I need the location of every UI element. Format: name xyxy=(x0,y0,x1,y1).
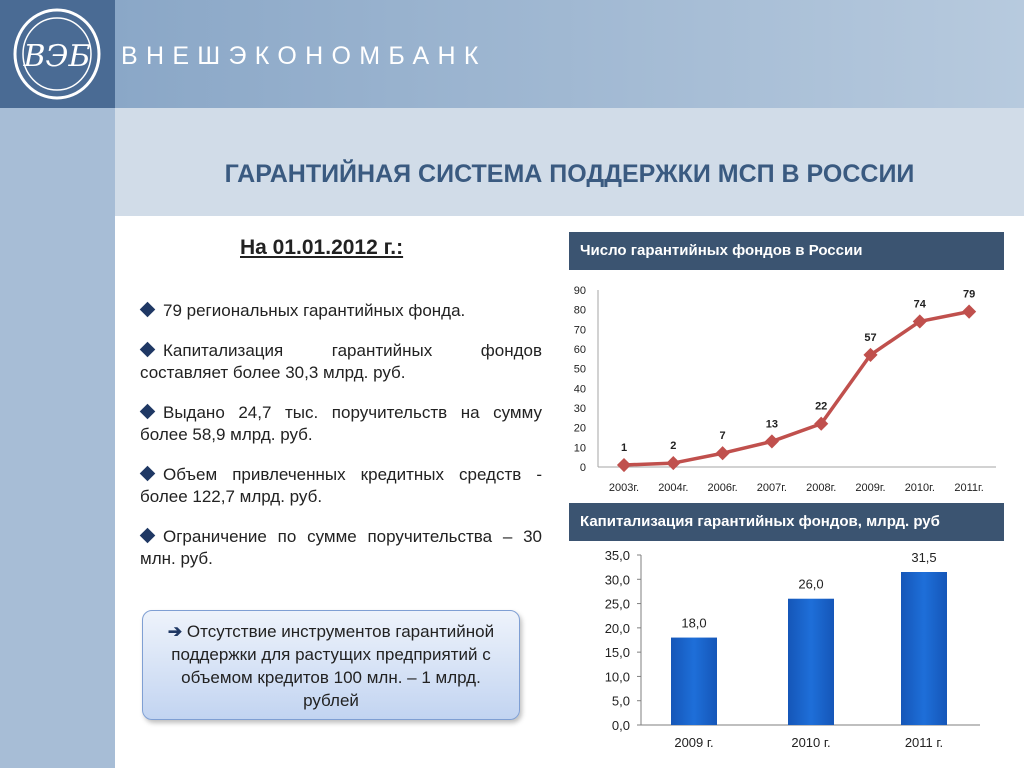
callout-text: Отсутствие инструментов гарантийной подд… xyxy=(171,622,495,710)
data-point xyxy=(814,416,829,431)
key-facts-list: 79 региональных гарантийных фонда. Капит… xyxy=(139,300,542,588)
bullet-text: Капитализация гарантийных фондов составл… xyxy=(140,341,542,382)
data-point xyxy=(616,457,632,473)
bullet-text: 79 региональных гарантийных фонда. xyxy=(163,301,466,320)
data-label: 13 xyxy=(766,418,778,430)
x-tick-label: 2003г. xyxy=(609,482,639,494)
conclusion-callout: ➔ Отсутствие инструментов гарантийной по… xyxy=(142,610,520,720)
arrow-right-icon: ➔ xyxy=(167,622,183,641)
date-heading: На 01.01.2012 г.: xyxy=(240,236,404,259)
y-tick-label: 30,0 xyxy=(605,572,630,587)
list-item: Выдано 24,7 тыс. поручительств на сумму … xyxy=(139,402,542,446)
bank-name: ВНЕШЭКОНОМБАНК xyxy=(121,42,487,70)
data-label: 74 xyxy=(914,298,927,310)
bar xyxy=(671,637,717,725)
header-band xyxy=(115,0,1024,108)
left-decor-strip xyxy=(0,108,115,768)
bar xyxy=(901,572,947,725)
logo-lettering: ВЭБ xyxy=(22,39,90,74)
y-tick-label: 10,0 xyxy=(605,669,630,684)
list-item: Ограничение по сумме поручительства – 30… xyxy=(139,526,542,570)
funds-chart-title: Число гарантийных фондов в России xyxy=(569,232,1004,270)
data-point xyxy=(863,347,878,362)
x-tick-label: 2011г. xyxy=(954,482,983,494)
list-item: Объем привлеченных кредитных средств - б… xyxy=(139,464,542,508)
bar xyxy=(788,598,834,725)
data-point xyxy=(912,314,927,329)
data-point xyxy=(666,455,681,471)
y-tick-label: 90 xyxy=(574,285,586,297)
y-tick-label: 35,0 xyxy=(605,548,630,563)
x-tick-label: 2006г. xyxy=(707,482,737,494)
data-label: 57 xyxy=(864,332,876,344)
data-point xyxy=(962,304,977,319)
y-tick-label: 20 xyxy=(574,423,586,435)
data-label: 18,0 xyxy=(681,616,706,631)
bank-logo: ВЭБ xyxy=(0,0,115,108)
slide-title: ГАРАНТИЙНАЯ СИСТЕМА ПОДДЕРЖКИ МСП В РОСС… xyxy=(224,160,915,188)
x-tick-label: 2010г. xyxy=(905,482,935,494)
bullet-text: Объем привлеченных кредитных средств - б… xyxy=(140,465,542,506)
y-tick-label: 5,0 xyxy=(612,694,630,709)
y-tick-label: 25,0 xyxy=(605,597,630,612)
data-label: 26,0 xyxy=(798,577,823,592)
y-tick-label: 15,0 xyxy=(605,645,630,660)
y-tick-label: 30 xyxy=(574,403,586,415)
veb-monogram-icon: ВЭБ xyxy=(13,8,101,100)
data-label: 7 xyxy=(720,430,726,442)
data-point xyxy=(715,446,730,461)
bullet-text: Ограничение по сумме поручительства – 30… xyxy=(140,527,542,568)
series-line xyxy=(623,309,970,467)
y-tick-label: 20,0 xyxy=(605,621,630,636)
x-tick-label: 2007г. xyxy=(757,482,787,494)
x-tick-label: 2009 г. xyxy=(674,735,713,750)
data-label: 1 xyxy=(621,442,627,454)
data-label: 2 xyxy=(670,440,676,452)
data-label: 22 xyxy=(815,401,827,413)
data-label: 31,5 xyxy=(911,550,936,565)
x-tick-label: 2008г. xyxy=(806,482,836,494)
list-item: Капитализация гарантийных фондов составл… xyxy=(139,340,542,384)
x-tick-label: 2011 г. xyxy=(905,735,943,750)
data-label: 79 xyxy=(963,289,975,301)
x-tick-label: 2004г. xyxy=(658,482,688,494)
title-band: ГАРАНТИЙНАЯ СИСТЕМА ПОДДЕРЖКИ МСП В РОСС… xyxy=(115,108,1024,216)
data-point xyxy=(764,434,779,449)
y-tick-label: 0,0 xyxy=(612,718,630,733)
list-item: 79 региональных гарантийных фонда. xyxy=(139,300,542,322)
y-tick-label: 50 xyxy=(574,364,586,376)
y-tick-label: 10 xyxy=(574,442,586,454)
y-tick-label: 70 xyxy=(574,324,586,336)
capitalization-chart-title: Капитализация гарантийных фондов, млрд. … xyxy=(569,503,1004,541)
y-tick-label: 40 xyxy=(574,383,586,395)
bullet-text: Выдано 24,7 тыс. поручительств на сумму … xyxy=(140,403,542,444)
y-tick-label: 60 xyxy=(574,344,586,356)
y-tick-label: 0 xyxy=(580,462,586,474)
y-tick-label: 80 xyxy=(574,305,586,317)
x-tick-label: 2009г. xyxy=(855,482,885,494)
x-tick-label: 2010 г. xyxy=(791,735,830,750)
